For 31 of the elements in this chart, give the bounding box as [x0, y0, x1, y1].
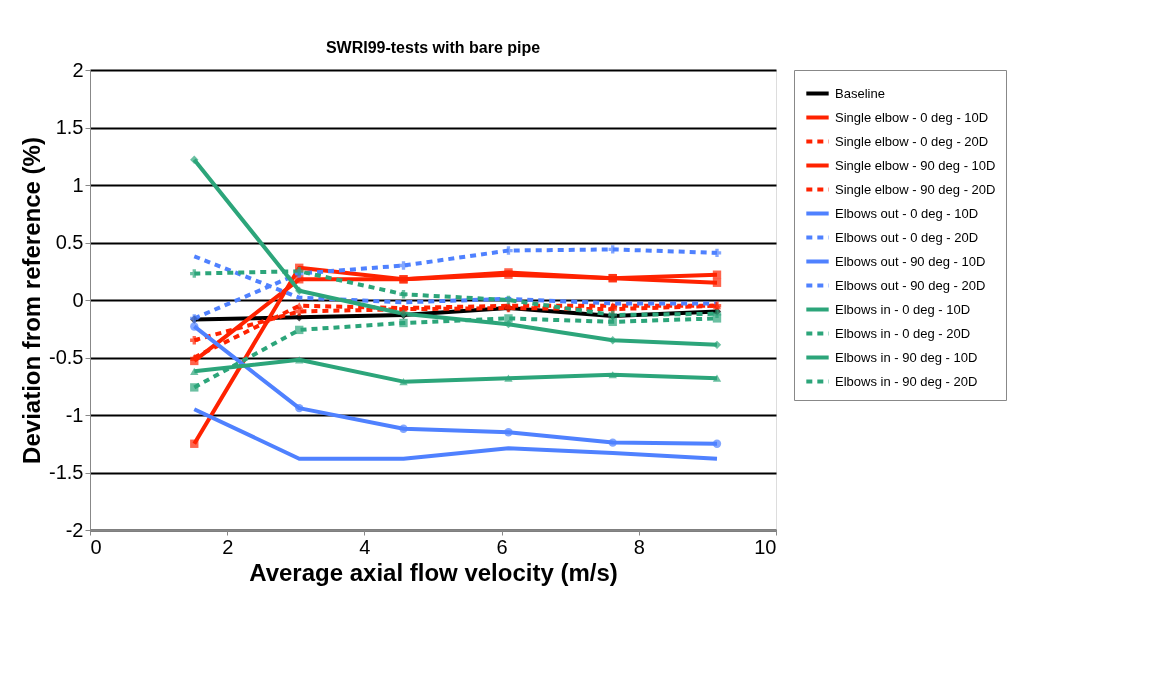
y-tick-label: 0.5	[55, 231, 84, 253]
legend-label: Elbows in - 90 deg - 20D	[835, 373, 978, 389]
y-tick-label: 2	[72, 58, 84, 81]
y-tick-label: -1.5	[49, 461, 84, 483]
y-tick-label: 1	[72, 173, 84, 196]
y-tick-label: -0.5	[49, 346, 84, 368]
legend-label: Elbows out - 0 deg - 10D	[835, 205, 979, 221]
y-tick-label: -2	[65, 518, 84, 541]
x-tick-label: 6	[496, 535, 508, 558]
x-tick-label: 4	[359, 535, 371, 558]
y-axis-title: Deviation from reference (%)	[18, 137, 46, 464]
x-axis-title: Average axial flow velocity (m/s)	[249, 558, 618, 586]
y-tick-label: -1	[65, 403, 84, 426]
legend-label: Elbows in - 0 deg - 10D	[835, 301, 971, 317]
y-tick-label: 0	[72, 288, 84, 311]
legend-label: Elbows out - 90 deg - 20D	[835, 277, 986, 293]
legend-label: Elbows in - 90 deg - 10D	[835, 349, 978, 365]
x-tick-label: 2	[222, 535, 234, 558]
legend-label: Baseline	[835, 85, 885, 101]
legend-label: Elbows out - 0 deg - 20D	[835, 229, 979, 245]
y-tick-label: 1.5	[55, 116, 84, 138]
legend-label: Single elbow - 0 deg - 10D	[835, 109, 989, 125]
legend-label: Elbows in - 0 deg - 20D	[835, 325, 971, 341]
legend-label: Single elbow - 0 deg - 20D	[835, 133, 989, 149]
legend-label: Single elbow - 90 deg - 10D	[835, 157, 996, 173]
legend-label: Single elbow - 90 deg - 20D	[835, 181, 996, 197]
x-tick-label: 8	[633, 535, 645, 558]
x-tick-label: 0	[90, 535, 102, 558]
x-tick-label: 10	[754, 535, 777, 558]
chart-title: SWRI99-tests with bare pipe	[325, 39, 541, 56]
legend-label: Elbows out - 90 deg - 10D	[835, 253, 986, 269]
